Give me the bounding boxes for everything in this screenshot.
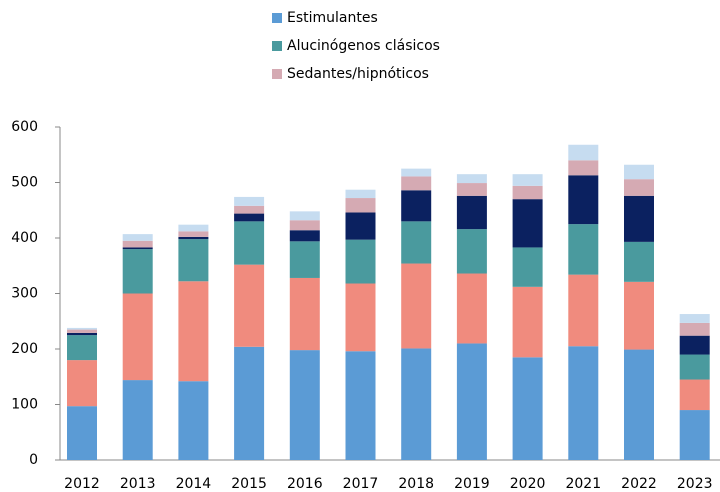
legend-swatch <box>272 13 282 23</box>
bar-segment <box>67 406 97 460</box>
legend-label: Sedantes/hipnóticos <box>287 66 429 82</box>
bar-segment <box>624 164 654 180</box>
x-tick-label: 2022 <box>621 476 657 492</box>
bar-segment <box>289 220 320 231</box>
bar-segment <box>401 348 432 460</box>
bar-segment <box>122 247 153 250</box>
bar-segment <box>122 234 153 241</box>
bar-segment <box>178 231 209 237</box>
y-tick-label: 200 <box>11 341 38 357</box>
bar-segment <box>679 314 710 323</box>
x-tick-label: 2018 <box>398 476 434 492</box>
bar-segment <box>122 380 153 460</box>
bar-segment <box>122 240 153 248</box>
bar-segment <box>178 239 209 282</box>
bar-segment <box>456 195 487 230</box>
bar-segment <box>234 196 265 206</box>
bar-segment <box>512 357 543 460</box>
bar-segment <box>456 273 487 344</box>
y-tick-label: 100 <box>11 397 38 413</box>
bar-segment <box>679 335 710 355</box>
y-tick-label: 0 <box>29 452 38 468</box>
x-tick-label: 2019 <box>454 476 490 492</box>
bar-segment <box>234 264 265 347</box>
bar-segment <box>178 236 209 240</box>
bar-segment <box>456 343 487 460</box>
bar-segment <box>401 176 432 191</box>
x-tick-label: 2021 <box>565 476 601 492</box>
bar-segment <box>345 212 376 240</box>
bar-segment <box>568 144 599 161</box>
x-tick-label: 2017 <box>343 476 379 492</box>
bar-segment <box>401 221 432 264</box>
bar-segment <box>178 281 209 382</box>
bar-segment <box>679 410 710 460</box>
bar-segment <box>512 199 543 248</box>
x-tick-label: 2015 <box>231 476 267 492</box>
x-tick-label: 2016 <box>287 476 323 492</box>
bar-segment <box>624 241 654 282</box>
y-tick-label: 400 <box>11 230 38 246</box>
x-tick-label: 2014 <box>176 476 212 492</box>
bar-segment <box>624 179 654 196</box>
bar-segment <box>568 175 599 225</box>
legend-label: Alucinógenos clásicos <box>287 38 440 54</box>
bar-segment <box>234 213 265 222</box>
bar-segment <box>456 183 487 196</box>
bar-segment <box>679 322 710 336</box>
bar-segment <box>289 241 320 278</box>
bar-segment <box>289 211 320 221</box>
bar-segment <box>456 229 487 274</box>
bar-segment <box>624 281 654 350</box>
x-tick-label: 2023 <box>677 476 713 492</box>
bar-segment <box>234 221 265 265</box>
bar-segment <box>456 174 487 184</box>
bar-segment <box>512 286 543 358</box>
bar-segment <box>234 346 265 460</box>
x-tick-label: 2013 <box>120 476 156 492</box>
bar-segment <box>568 224 599 275</box>
bar-segment <box>289 230 320 242</box>
bar-segment <box>345 283 376 352</box>
bar-segment <box>624 349 654 460</box>
legend-swatch <box>272 69 282 79</box>
bar-segment <box>345 189 376 199</box>
bar-segment <box>67 360 97 407</box>
bar-segment <box>401 168 432 177</box>
bar-segment <box>512 247 543 287</box>
bar-segment <box>67 335 97 361</box>
bar-segment <box>67 332 97 336</box>
bar-segment <box>345 239 376 284</box>
bar-segment <box>178 381 209 460</box>
bar-segment <box>624 195 654 242</box>
bar-segment <box>401 190 432 222</box>
bar-segment <box>568 346 599 460</box>
bar-segment <box>67 329 97 333</box>
y-tick-label: 300 <box>11 286 38 302</box>
bar-segment <box>178 224 209 232</box>
bar-segment <box>401 263 432 349</box>
legend-swatch <box>272 41 282 51</box>
bar-segment <box>512 174 543 186</box>
y-tick-label: 500 <box>11 175 38 191</box>
bar-segment <box>345 351 376 460</box>
x-tick-label: 2012 <box>64 476 100 492</box>
bar-segment <box>122 249 153 294</box>
bar-segment <box>289 277 320 351</box>
bar-segment <box>679 354 710 380</box>
bar-segment <box>512 185 543 200</box>
x-tick-label: 2020 <box>510 476 546 492</box>
bar-segment <box>679 379 710 411</box>
bar-segment <box>122 293 153 381</box>
bar-segment <box>67 327 97 330</box>
bar-segment <box>234 205 265 214</box>
bar-segment <box>568 160 599 176</box>
bar-segment <box>289 350 320 460</box>
y-tick-label: 600 <box>11 119 38 135</box>
legend-label: Estimulantes <box>287 10 378 26</box>
bar-segment <box>568 274 599 347</box>
bar-segment <box>345 198 376 213</box>
